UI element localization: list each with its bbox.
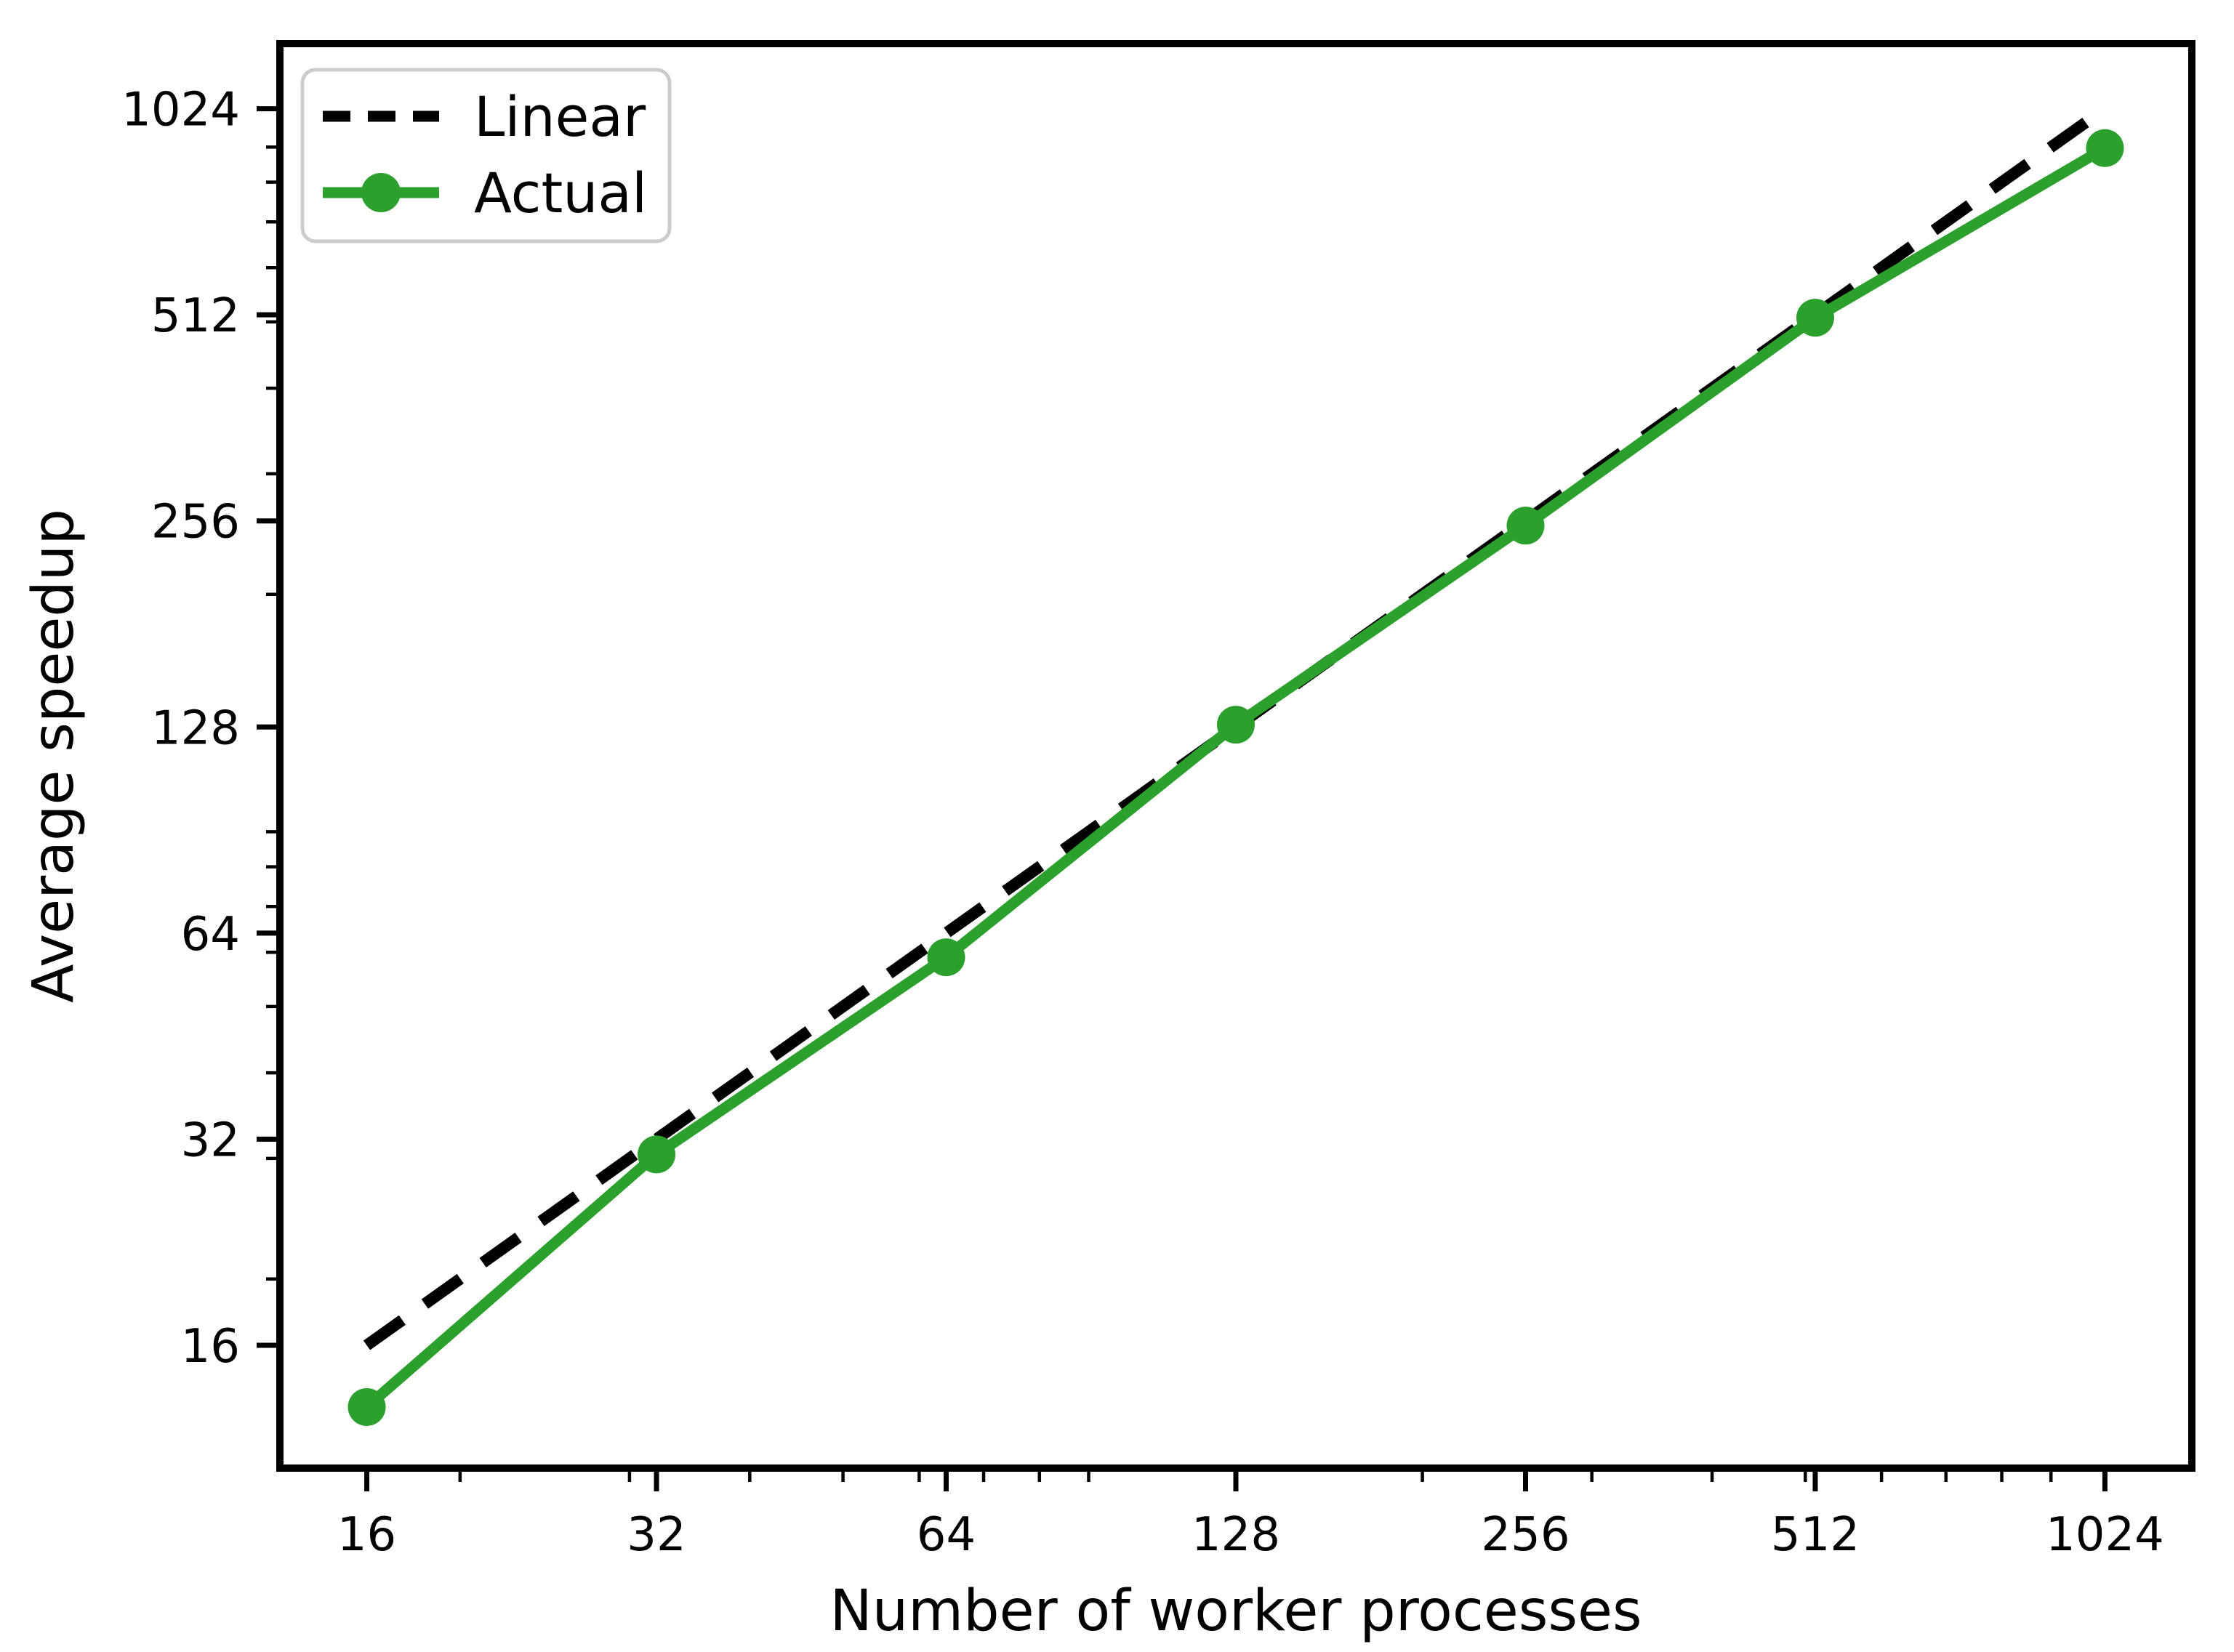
x-tick-label: 1024	[2046, 1508, 2164, 1562]
y-tick-label: 128	[151, 701, 240, 755]
x-tick-label: 32	[627, 1508, 686, 1562]
series-line-actual	[363, 143, 2108, 1411]
y-tick-label: 64	[181, 908, 240, 962]
y-tick-label: 512	[151, 289, 240, 343]
y-tick-label: 1024	[121, 84, 240, 137]
series-marker-actual	[1796, 299, 1834, 337]
axes-ticks: 16 32 64 128 256 512 1024 16 32 64 128 256 512 1024	[121, 84, 2164, 1562]
series-marker-actual	[638, 1135, 676, 1174]
x-axis-label: Number of worker processes	[829, 1579, 1642, 1644]
x-tick-label: 512	[1771, 1508, 1860, 1562]
y-tick-label: 32	[181, 1113, 240, 1167]
series-marker-actual	[1506, 507, 1545, 545]
y-tick-label: 256	[151, 496, 240, 549]
x-tick-label: 64	[917, 1508, 976, 1562]
plot-area	[276, 40, 2195, 1472]
y-axis-label: Average speedup	[21, 509, 87, 1003]
series-marker-actual	[1217, 706, 1255, 744]
legend-label-actual: Actual	[474, 161, 647, 225]
series-marker-actual	[927, 938, 965, 977]
series-marker-actual	[347, 1387, 386, 1426]
legend-label-linear: Linear	[474, 84, 646, 149]
x-tick-label: 256	[1481, 1508, 1570, 1562]
legend-marker-actual	[361, 173, 401, 212]
x-tick-label: 16	[337, 1508, 396, 1562]
series-marker-actual	[2086, 129, 2124, 167]
data-series	[347, 104, 2124, 1426]
x-tick-label: 128	[1192, 1508, 1280, 1562]
legend: Linear Actual	[300, 68, 672, 243]
y-tick-label: 16	[181, 1320, 240, 1374]
